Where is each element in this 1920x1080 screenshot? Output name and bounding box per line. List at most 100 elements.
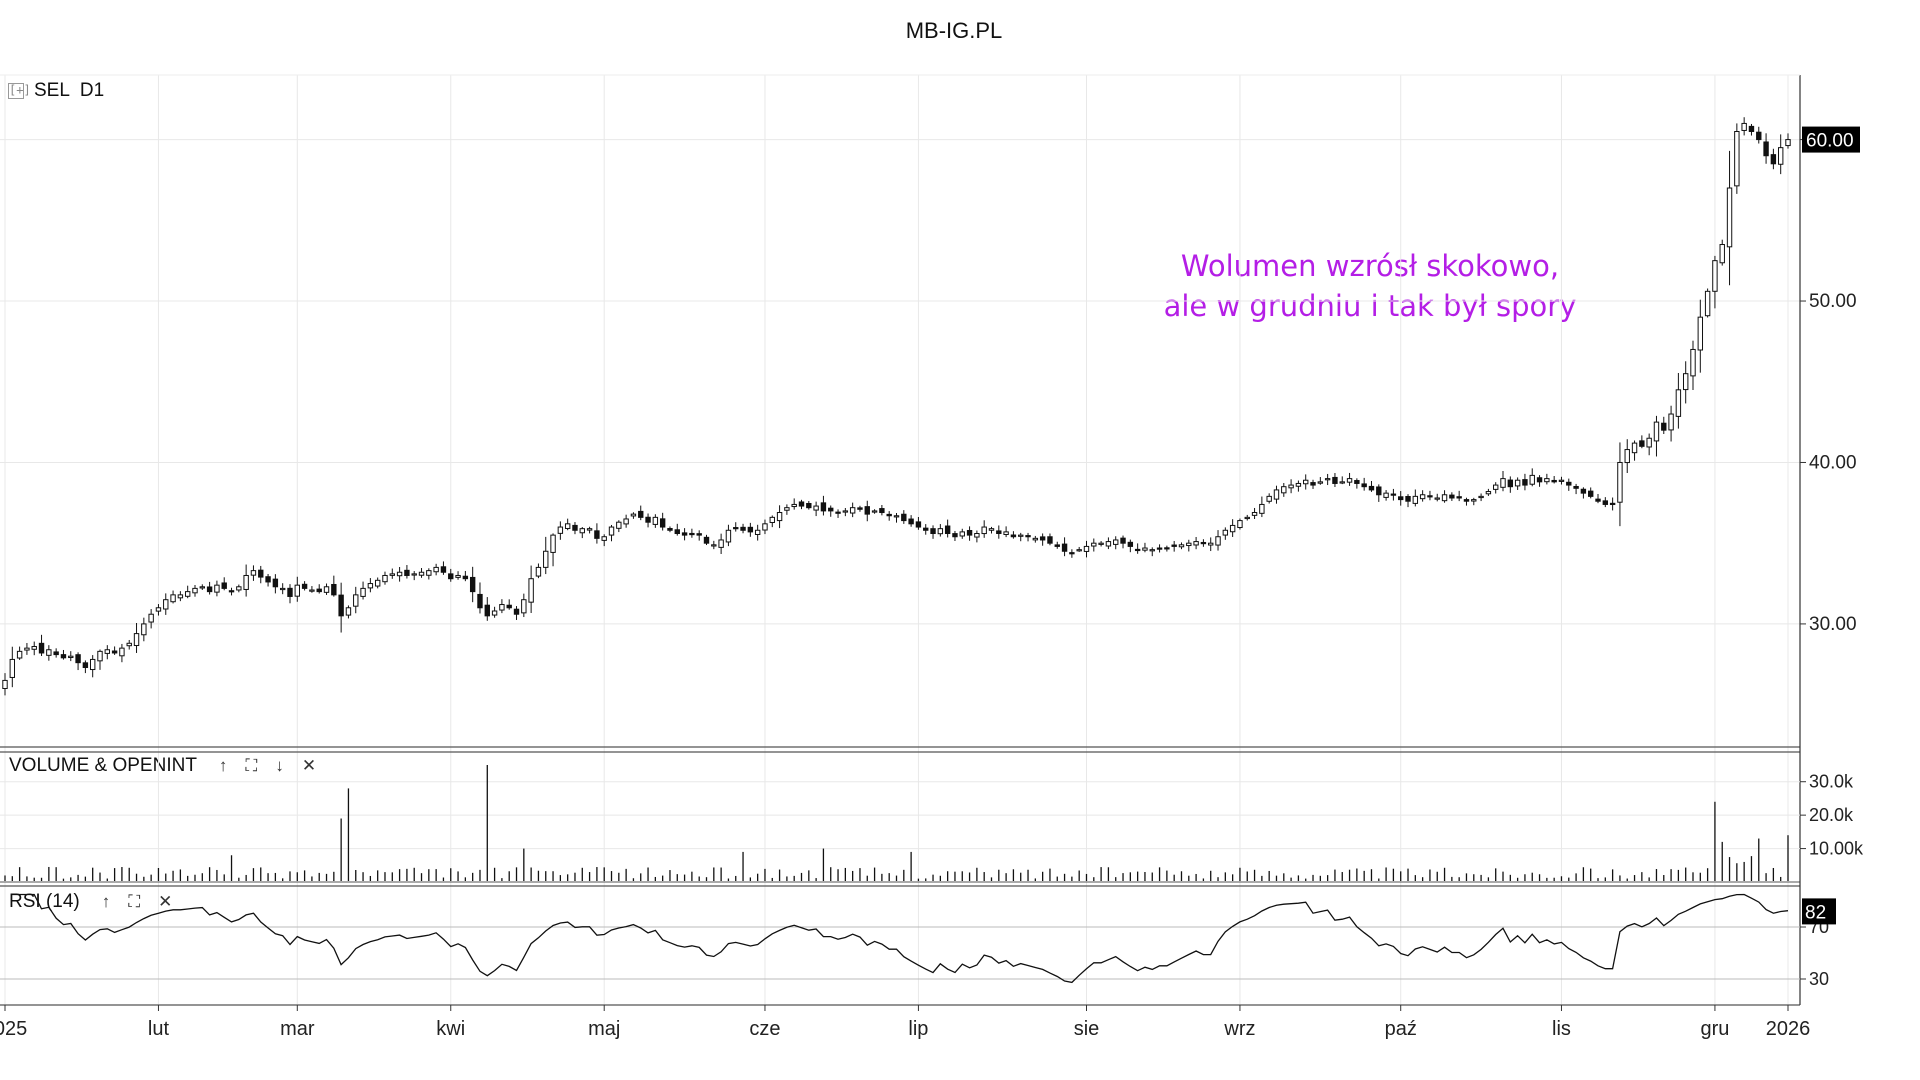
candle-body [1390, 493, 1397, 496]
candle-body [645, 516, 651, 523]
candle-body [433, 566, 439, 573]
candle-body [1178, 544, 1185, 548]
candle-body [813, 505, 819, 511]
close-icon[interactable]: ✕ [158, 892, 173, 911]
candle-body [323, 586, 330, 593]
candle-body [126, 642, 132, 647]
candle-body [703, 536, 710, 544]
candle-body [1777, 147, 1784, 165]
candle-body [543, 550, 549, 568]
candle-body [1259, 503, 1265, 514]
candle-body [279, 587, 286, 591]
candle-body [638, 510, 644, 518]
candle-body [1354, 480, 1360, 484]
maximize-icon[interactable]: ⛶ [245, 756, 258, 775]
candle-body [1646, 437, 1652, 448]
candle-body [864, 506, 870, 515]
candle-body [1493, 484, 1499, 490]
candle-body [38, 642, 45, 654]
candle-body [586, 528, 593, 531]
candle-body [1098, 542, 1104, 545]
candle-body [784, 507, 790, 511]
rsi-panel-title: RSI (14) [9, 891, 80, 912]
candle-body [1529, 474, 1535, 485]
interval-label: D1 [79, 80, 105, 101]
candle-body [1054, 544, 1060, 547]
candle-body [1770, 154, 1777, 165]
candle-body [46, 649, 52, 656]
annotation-line-1: Wolumen wzrósł skokowo, [1180, 249, 1560, 283]
candle-body [1485, 491, 1492, 495]
candle-body [1653, 421, 1660, 442]
candle-body [258, 569, 264, 578]
candle-body [287, 587, 293, 597]
candle-body [192, 587, 198, 594]
candle-body [689, 532, 695, 536]
candle-body [711, 544, 717, 547]
candle-body [1551, 479, 1557, 483]
candle-body [791, 503, 797, 508]
candle-body [696, 533, 702, 536]
x-tick-label: mar [280, 1018, 315, 1040]
volume-tick-label: 10.00k [1809, 839, 1864, 859]
candle-body [1164, 547, 1170, 550]
candle-body [871, 510, 878, 513]
candle-body [966, 529, 973, 536]
candle-body [1229, 524, 1236, 533]
candle-body [1281, 486, 1287, 494]
candle-body [988, 528, 995, 531]
candle-body [382, 574, 388, 583]
candle-body [469, 576, 476, 593]
symbol-label: SEL [34, 80, 70, 101]
candle-body [1434, 497, 1440, 500]
candle-body [1449, 494, 1455, 499]
candle-body [1105, 541, 1112, 547]
move-up-icon[interactable]: ↑ [101, 892, 111, 911]
move-up-icon[interactable]: ↑ [218, 756, 228, 775]
candle-body [1573, 485, 1579, 489]
candle-body [1361, 483, 1367, 488]
price-tick-label: 30.00 [1809, 614, 1857, 635]
candle-body [221, 582, 227, 589]
candle-body [1383, 492, 1389, 498]
candle-body [1288, 484, 1294, 489]
candle-body [89, 658, 96, 671]
candle-body [272, 578, 279, 588]
candle-body [579, 528, 585, 534]
x-tick-label: wrz [1223, 1018, 1255, 1040]
candle-body [952, 533, 958, 538]
volume-tick-label: 30.0k [1809, 772, 1854, 792]
price-panel-header: [+] SEL D1 [8, 80, 104, 102]
close-icon[interactable]: ✕ [301, 756, 317, 775]
candle-body [857, 507, 863, 510]
candle-body [1602, 500, 1609, 505]
candle-body [849, 507, 856, 514]
candle-body [1617, 461, 1623, 503]
candle-body [1690, 348, 1696, 377]
rsi-tick-label: 30 [1809, 969, 1829, 989]
candle-body [557, 526, 564, 534]
candle-body [163, 599, 169, 610]
maximize-icon[interactable]: ⛶ [128, 892, 141, 911]
candle-body [411, 573, 417, 576]
candle-body [16, 650, 23, 659]
candle-body [1500, 478, 1506, 488]
candle-body [981, 526, 987, 535]
candle-body [667, 528, 673, 531]
candle-body [1295, 482, 1302, 487]
candle-body [1134, 548, 1141, 552]
move-down-icon[interactable]: ↓ [275, 756, 284, 775]
candle-body [214, 584, 220, 593]
candle-body [199, 586, 205, 589]
candle-body [236, 586, 242, 591]
candle-body [1156, 547, 1163, 550]
candle-body [294, 584, 300, 597]
candle-body [842, 510, 849, 513]
last-price-marker [1802, 126, 1860, 153]
candle-body [725, 529, 732, 543]
candle-body [119, 647, 125, 657]
candle-body [1478, 495, 1484, 499]
x-tick-label: paź [1385, 1018, 1417, 1040]
candle-body [206, 586, 213, 593]
